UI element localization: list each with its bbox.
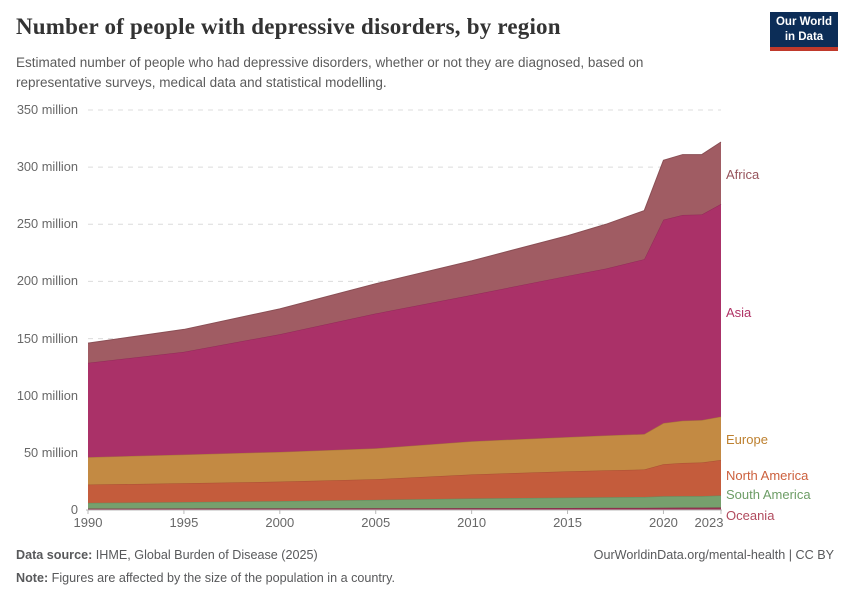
note-text: Figures are affected by the size of the … (48, 571, 395, 586)
data-source-label: Data source: (16, 548, 93, 562)
page-subtitle: Estimated number of people who had depre… (16, 55, 644, 91)
data-source-line: Data source: IHME, Global Burden of Dise… (16, 544, 834, 567)
area-asia[interactable] (88, 204, 721, 458)
page-title: Number of people with depressive disorde… (16, 14, 561, 39)
chart-footer: Data source: IHME, Global Burden of Dise… (16, 544, 834, 591)
x-tick-label-1995: 1995 (169, 515, 199, 530)
y-tick-label-300: 300 million (16, 159, 78, 175)
x-tick-label-2023: 2023 (694, 515, 724, 530)
note-label: Note: (16, 571, 49, 586)
x-tick-label-2020: 2020 (648, 515, 678, 530)
area-north-america[interactable] (88, 460, 721, 503)
area-europe[interactable] (88, 416, 721, 485)
footer-link[interactable]: OurWorldinData.org/mental-health | CC BY (593, 548, 834, 562)
x-tick-label-2010: 2010 (457, 515, 487, 530)
x-tick-label-2005: 2005 (361, 515, 391, 530)
y-tick-label-0: 0 (70, 502, 78, 517)
owid-logo-line2: in Data (784, 30, 824, 43)
y-tick-label-250: 250 million (16, 216, 78, 232)
series-label-europe[interactable]: Europe (726, 432, 768, 447)
series-label-oceania[interactable]: Oceania (726, 508, 775, 523)
y-tick-label-150: 150 million (16, 330, 78, 346)
data-source-text: IHME, Global Burden of Disease (2025) (92, 548, 318, 562)
area-south-america[interactable] (88, 495, 721, 509)
series-label-south-america[interactable]: South America (726, 487, 811, 502)
x-tick-label-2015: 2015 (553, 515, 582, 530)
y-tick-label-100: 100 million (16, 387, 78, 403)
series-label-asia[interactable]: Asia (726, 305, 752, 320)
area-africa[interactable] (88, 142, 721, 363)
owid-logo[interactable]: Our World in Data (770, 12, 838, 51)
owid-logo-line1: Our World (775, 16, 832, 29)
series-label-north-america[interactable]: North America (726, 468, 809, 483)
y-tick-label-350: 350 million (16, 102, 78, 117)
note-line: Note: Figures are affected by the size o… (16, 567, 834, 590)
y-tick-label-50: 50 million (23, 444, 78, 460)
x-tick-label-2000: 2000 (265, 515, 295, 530)
x-tick-label-1990: 1990 (73, 515, 103, 530)
y-tick-label-200: 200 million (16, 273, 78, 289)
area-topline-africa (87, 141, 722, 344)
series-label-africa[interactable]: Africa (726, 167, 760, 182)
